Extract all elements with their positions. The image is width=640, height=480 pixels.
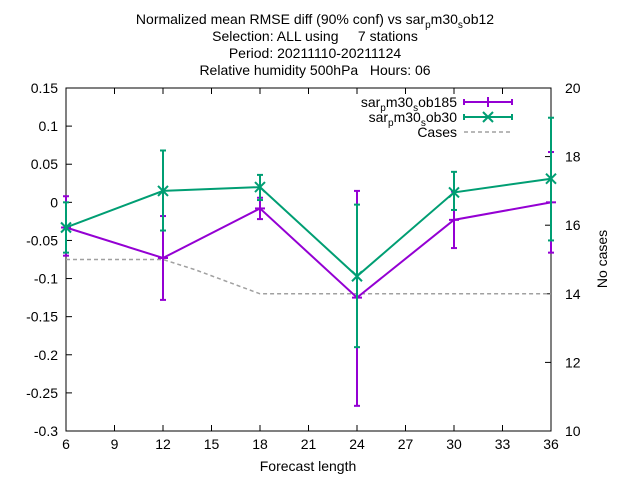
x-tick-label: 6	[62, 436, 70, 452]
axis-ticks: 6 9 12 15 18 21 24 27 30 33 36 0.15 0.1 0.05 0 -0.05 -0.…	[26, 80, 581, 452]
y-tick-label: -0.2	[34, 347, 58, 363]
y-tick-label: 0.15	[31, 80, 58, 96]
legend-marker	[482, 111, 494, 123]
chart-title: Normalized mean RMSE diff (90% conf) vs …	[136, 11, 494, 78]
x-tick-label: 36	[543, 436, 559, 452]
data-point	[448, 186, 460, 199]
y2-tick-label: 18	[565, 149, 581, 165]
title-line-3: Period: 20211110-20211124	[229, 45, 402, 61]
y-tick-label: 0.05	[31, 156, 58, 172]
x-tick-label: 12	[155, 436, 171, 452]
title-line-4: Relative humidity 500hPa Hours: 06	[199, 62, 430, 78]
series-2	[60, 116, 557, 349]
legend-sample-series-1	[463, 97, 513, 107]
series-line	[65, 177, 552, 278]
y-tick-label: -0.3	[34, 423, 58, 439]
cases-series	[66, 258, 551, 295]
x-tick-label: 15	[204, 436, 220, 452]
x-tick-label: 9	[111, 436, 119, 452]
y2-axis-label: No cases	[594, 230, 610, 288]
y-tick-label: -0.15	[26, 309, 58, 325]
x-tick-label: 21	[301, 436, 317, 452]
data-point	[254, 181, 266, 193]
y2-tick-label: 12	[565, 354, 581, 370]
x-tick-label: 30	[446, 436, 462, 452]
cases-line	[66, 258, 551, 295]
y2-tick-label: 10	[565, 423, 581, 439]
data-point	[351, 270, 363, 282]
title-line-2: Selection: ALL using 7 stations	[212, 28, 418, 44]
series-line	[65, 201, 552, 299]
y2-tick-label: 14	[565, 286, 581, 302]
legend-label-cases: Cases	[417, 124, 457, 140]
y2-tick-label: 20	[565, 80, 581, 96]
x-tick-label: 33	[495, 436, 511, 452]
y-tick-label: 0	[50, 194, 58, 210]
x-axis-label: Forecast length	[260, 458, 357, 474]
legend: sarpm30sob185 sarpm30sob30 Cases	[361, 94, 513, 140]
y-tick-label: -0.05	[26, 232, 58, 248]
y2-tick-label: 16	[565, 217, 581, 233]
x-tick-label: 24	[349, 436, 365, 452]
series-1	[61, 151, 556, 407]
x-tick-label: 18	[252, 436, 268, 452]
title-line-1: Normalized mean RMSE diff (90% conf) vs …	[136, 11, 494, 31]
x-tick-label: 27	[398, 436, 414, 452]
legend-label-series-1: sarpm30sob185	[361, 94, 457, 114]
data-point	[60, 221, 72, 234]
data-point	[545, 172, 557, 185]
y-tick-label: -0.25	[26, 385, 58, 401]
y-tick-label: -0.1	[34, 271, 58, 287]
y-tick-label: 0.1	[39, 118, 59, 134]
legend-sample-series-2	[463, 111, 513, 123]
data-series	[60, 116, 557, 407]
data-point	[157, 185, 169, 197]
